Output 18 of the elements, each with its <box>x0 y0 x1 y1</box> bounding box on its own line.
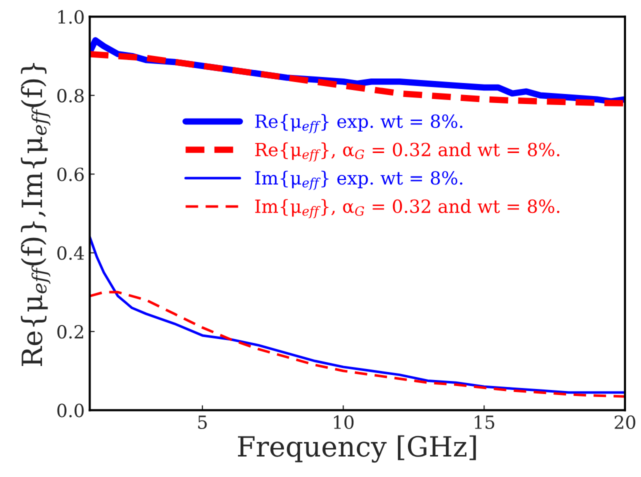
y-tick-label: 0.6 <box>57 168 84 182</box>
legend-label: Im{μ$_{eff}$} exp. wt = 8%. <box>255 170 462 190</box>
x-tick-label: 10 <box>334 415 354 430</box>
legend-label: Im{μ$_{eff}$}, α$_{G}$ = 0.32 and wt = 8%. <box>255 199 560 218</box>
y-tick-label: 0.4 <box>57 246 84 260</box>
y-tick-label: 0.8 <box>57 88 84 103</box>
x-tick-label: 15 <box>474 415 494 430</box>
y-tick-label: 1.0 <box>58 10 84 24</box>
legend-label: Re{μ$_{eff}$} exp. wt = 8%. <box>255 114 462 134</box>
x-tick-label: 5 <box>198 416 207 430</box>
y-axis-title: Re{μ$_{eff}$(f)},Im{μ$_{eff}$(f)} <box>20 63 50 366</box>
x-axis-title: Frequency [GHz] <box>238 435 476 463</box>
x-tick-label: 20 <box>614 415 636 430</box>
y-tick-label: 0.2 <box>57 324 84 339</box>
legend-label: Re{μ$_{eff}$}, α$_{G}$ = 0.32 and wt = 8%. <box>255 142 560 162</box>
line-series <box>90 236 625 394</box>
line-series <box>90 290 625 398</box>
y-tick-label: 0.0 <box>57 404 84 418</box>
